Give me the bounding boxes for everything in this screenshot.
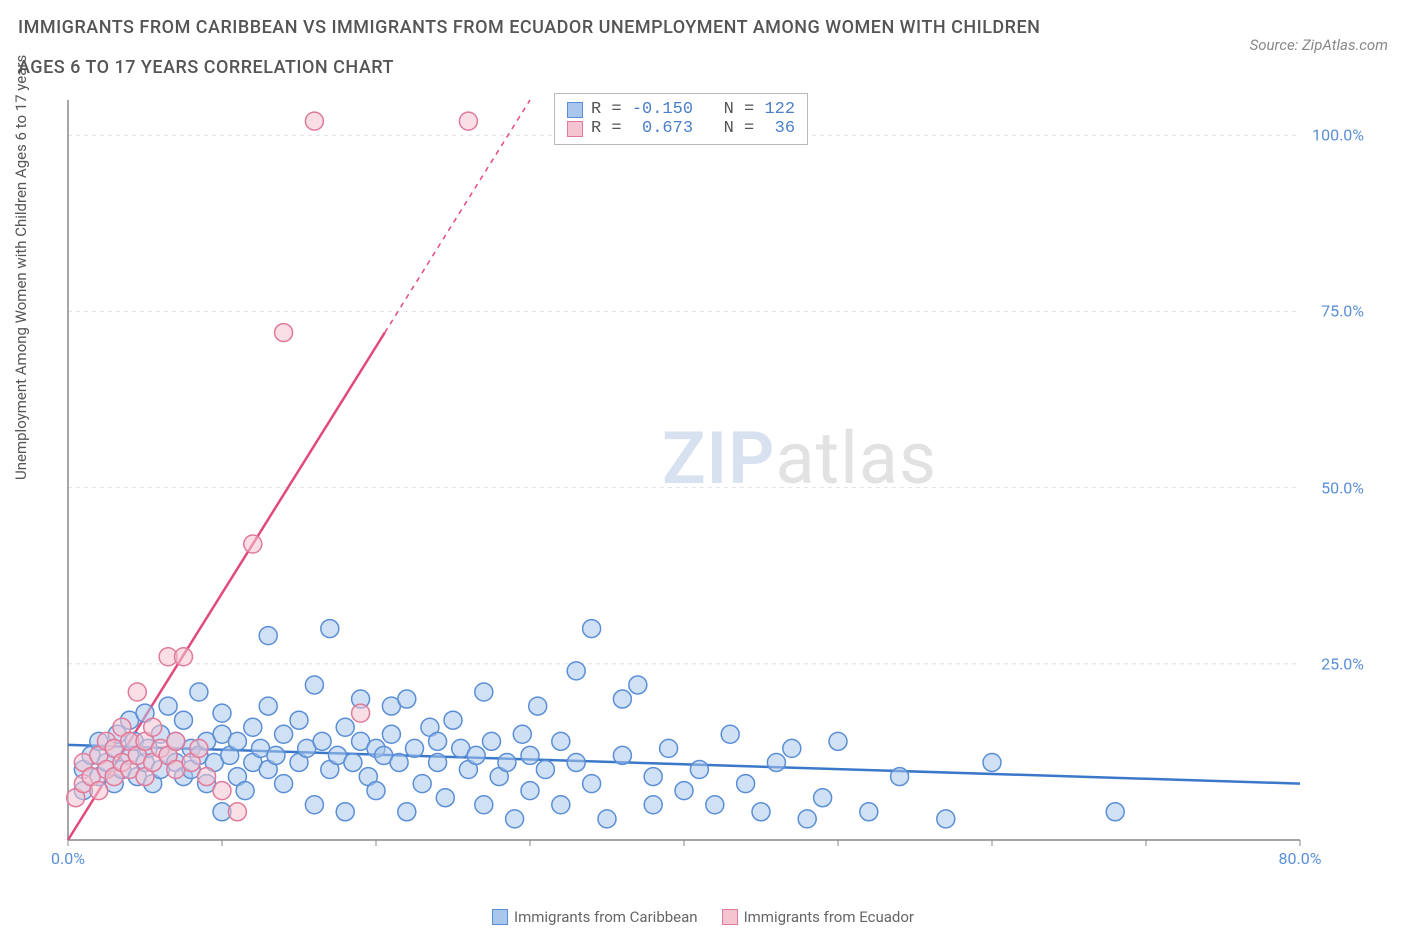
y-tick-label: 75.0%: [1321, 302, 1364, 321]
stats-swatch-caribbean: [567, 102, 583, 118]
plot-svg: [62, 96, 1372, 866]
scatter-plot: ZIPatlas R = -0.150 N = 122R = 0.673 N =…: [62, 96, 1372, 866]
y-tick-label: 100.0%: [1312, 126, 1364, 145]
x-tick-label: 80.0%: [1279, 849, 1322, 868]
x-tick-label: 0.0%: [51, 849, 85, 868]
y-tick-label: 50.0%: [1321, 478, 1364, 497]
legend-item-ecuador: Immigrants from Ecuador: [722, 908, 914, 926]
stats-swatch-ecuador: [567, 121, 583, 137]
y-tick-label: 25.0%: [1321, 654, 1364, 673]
legend-label-ecuador: Immigrants from Ecuador: [744, 908, 914, 926]
legend-swatch-caribbean: [492, 909, 508, 925]
y-axis-label: Unemployment Among Women with Children A…: [12, 55, 30, 480]
stats-row-caribbean: R = -0.150 N = 122: [567, 100, 795, 119]
legend-swatch-ecuador: [722, 909, 738, 925]
source-attribution: Source: ZipAtlas.com: [1250, 8, 1388, 54]
legend-label-caribbean: Immigrants from Caribbean: [514, 908, 698, 926]
stats-row-ecuador: R = 0.673 N = 36: [567, 119, 795, 138]
legend-item-caribbean: Immigrants from Caribbean: [492, 908, 698, 926]
legend: Immigrants from Caribbean Immigrants fro…: [492, 908, 914, 926]
correlation-stats-box: R = -0.150 N = 122R = 0.673 N = 36: [554, 93, 808, 145]
chart-title: IMMIGRANTS FROM CARIBBEAN VS IMMIGRANTS …: [18, 8, 1068, 87]
